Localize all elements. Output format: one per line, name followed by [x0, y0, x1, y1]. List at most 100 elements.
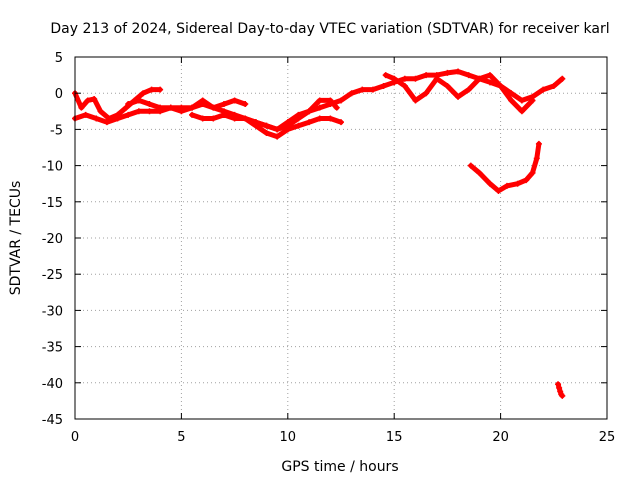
series-track-8: [555, 381, 566, 399]
data-point: [455, 93, 462, 100]
data-point: [557, 388, 564, 395]
data-point: [252, 119, 259, 126]
y-tick-label: -20: [42, 232, 63, 247]
y-tick-label: -10: [42, 160, 63, 175]
data-point: [295, 122, 302, 129]
data-point: [263, 122, 270, 129]
data-point: [518, 108, 525, 115]
y-tick-label: -35: [42, 341, 63, 356]
data-point: [382, 72, 389, 79]
data-point: [359, 86, 366, 93]
data-point: [423, 90, 430, 97]
data-point: [523, 177, 530, 184]
x-tick-label: 15: [386, 430, 403, 445]
data-point: [465, 86, 472, 93]
data-point: [508, 90, 515, 97]
data-point: [338, 97, 344, 104]
data-point: [220, 111, 227, 118]
data-point: [412, 97, 419, 104]
data-point: [559, 392, 566, 399]
y-tick-label: -40: [42, 377, 63, 392]
data-point: [148, 86, 155, 93]
data-point: [178, 108, 185, 115]
data-point: [231, 115, 238, 122]
x-tick-label: 10: [280, 430, 297, 445]
series-track-3: [125, 97, 249, 115]
data-point: [189, 111, 196, 118]
data-point: [338, 119, 344, 126]
data-point: [497, 82, 504, 89]
data-point: [103, 119, 110, 126]
data-point: [316, 97, 323, 104]
x-axis-label: GPS time / hours: [281, 459, 398, 475]
y-tick-label: 5: [55, 51, 63, 66]
data-point: [125, 111, 132, 118]
x-tick-label: 25: [599, 430, 616, 445]
data-point: [476, 75, 483, 82]
x-tick-label: 0: [71, 430, 79, 445]
data-point: [348, 90, 355, 97]
data-series: [72, 68, 566, 399]
data-point: [380, 82, 387, 89]
data-point: [327, 97, 334, 104]
data-point: [242, 115, 249, 122]
data-point: [306, 119, 313, 126]
y-axis-label: SDTVAR / TECUs: [8, 181, 24, 296]
data-point: [140, 90, 147, 97]
gridlines: [75, 57, 607, 419]
data-point: [135, 97, 142, 104]
data-point: [495, 187, 502, 194]
data-point: [423, 72, 430, 79]
data-point: [540, 86, 547, 93]
data-point: [412, 75, 419, 82]
data-point: [295, 115, 302, 122]
data-point: [210, 115, 217, 122]
data-point: [123, 104, 130, 111]
series-line: [242, 97, 340, 132]
y-tick-label: -30: [42, 304, 63, 319]
data-point: [106, 115, 113, 122]
data-point: [220, 101, 227, 108]
series-track-5: [242, 97, 340, 133]
data-point: [316, 104, 323, 111]
y-tick-label: -5: [50, 123, 63, 138]
data-point: [559, 75, 566, 82]
data-point: [93, 115, 100, 122]
data-point: [242, 101, 249, 108]
data-point: [157, 104, 164, 111]
data-point: [465, 72, 472, 79]
data-point: [78, 104, 85, 111]
data-point: [391, 75, 398, 82]
y-tick-label: -25: [42, 268, 63, 283]
series-track-6: [382, 72, 536, 115]
series-track-7: [467, 140, 542, 194]
data-point: [533, 155, 540, 162]
data-point: [284, 122, 291, 129]
data-point: [529, 169, 536, 176]
data-point: [518, 97, 525, 104]
data-point: [135, 108, 142, 115]
data-point: [486, 180, 493, 187]
data-point: [327, 115, 334, 122]
data-point: [508, 97, 515, 104]
data-point: [401, 82, 408, 89]
data-point: [486, 72, 493, 79]
data-point: [97, 108, 104, 115]
data-point: [503, 182, 510, 189]
data-point: [306, 108, 313, 115]
data-point: [91, 95, 98, 102]
data-point: [146, 108, 153, 115]
x-tick-label: 20: [492, 430, 509, 445]
data-point: [467, 162, 474, 169]
data-point: [556, 384, 563, 391]
data-point: [274, 126, 281, 133]
data-point: [263, 130, 270, 137]
data-point: [231, 97, 238, 104]
data-point: [476, 169, 483, 176]
data-point: [535, 140, 542, 147]
data-point: [84, 97, 91, 104]
data-point: [333, 104, 340, 111]
data-point: [146, 101, 153, 108]
data-point: [401, 75, 408, 82]
